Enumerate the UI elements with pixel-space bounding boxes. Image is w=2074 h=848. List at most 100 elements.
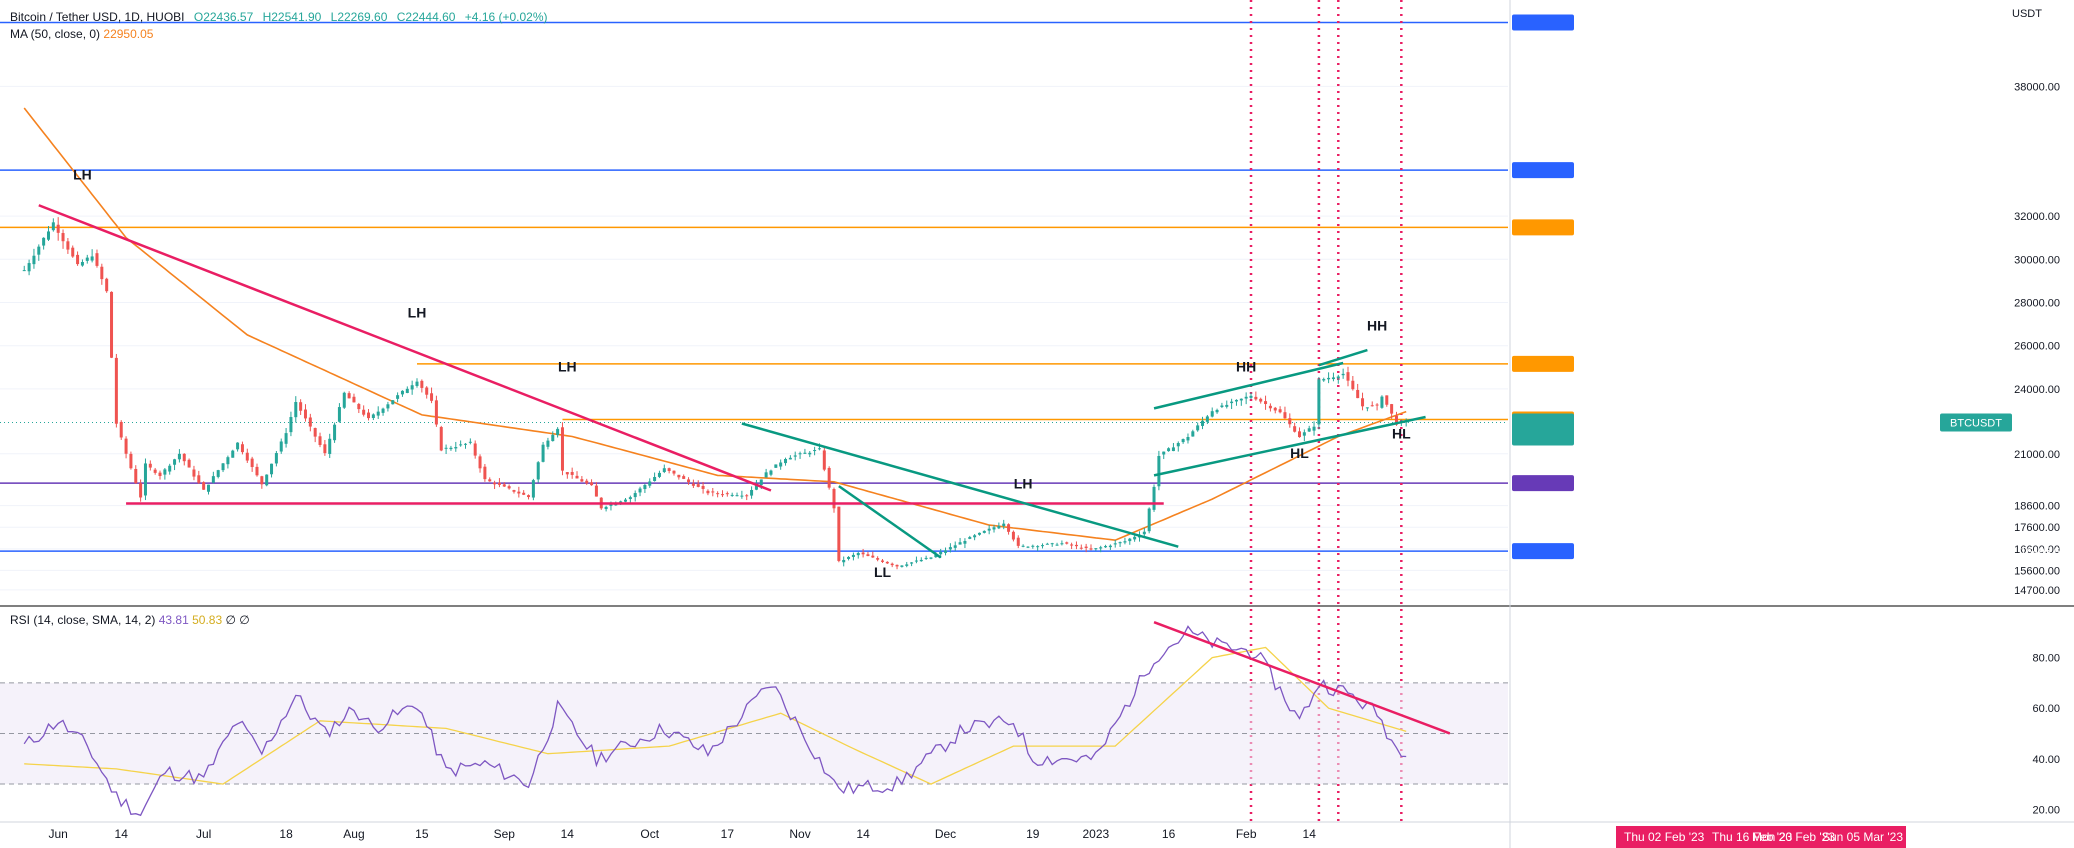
candle-body	[784, 458, 788, 464]
candle-body	[454, 447, 458, 449]
candle-body	[551, 434, 555, 442]
candle-body	[1099, 547, 1103, 549]
candle-body	[1113, 543, 1117, 545]
candle-body	[1084, 546, 1088, 548]
candle-body	[1147, 508, 1151, 532]
candle-body	[682, 476, 686, 479]
candle-body	[245, 452, 249, 461]
candle-body	[880, 560, 884, 562]
candle-body	[813, 450, 817, 452]
candle-body	[42, 237, 46, 246]
candle-body	[1331, 377, 1335, 380]
candle-body	[541, 444, 545, 462]
candle-body	[148, 463, 152, 468]
candle-body	[163, 469, 167, 475]
candle-body	[80, 262, 84, 266]
candle-body	[143, 463, 147, 496]
candle-body	[735, 495, 739, 497]
candle-body	[556, 428, 560, 436]
candle-body	[570, 472, 574, 475]
candle-body	[900, 565, 904, 567]
candle-body	[1152, 486, 1156, 510]
candle-body	[221, 463, 225, 471]
trendlines	[38, 204, 1426, 559]
pattern-label: LL	[874, 564, 892, 580]
candle-body	[318, 436, 322, 445]
candle-body	[1074, 544, 1078, 547]
candle-body	[953, 545, 957, 548]
candle-body	[827, 467, 831, 488]
candle-body	[609, 504, 613, 506]
candle-body	[1128, 538, 1132, 542]
candle-body	[206, 484, 211, 492]
candle-body	[37, 246, 41, 255]
candle-body	[90, 256, 94, 261]
price-tag-bg	[1512, 355, 1574, 372]
candle-body	[420, 380, 424, 388]
candle-body	[478, 456, 482, 469]
candle-body	[536, 462, 540, 480]
candle-body	[1356, 389, 1360, 399]
candle-body	[1007, 524, 1011, 532]
candle-body	[968, 537, 972, 539]
candle-body	[1254, 396, 1258, 400]
candle-body	[1327, 377, 1331, 380]
candle-body	[1021, 545, 1025, 547]
candle-body	[958, 542, 962, 545]
candle-body	[876, 558, 880, 560]
candle-body	[1370, 405, 1374, 407]
ma-label: MA (50, close, 0)	[10, 27, 101, 41]
candle-body	[594, 485, 598, 497]
candle-body	[473, 443, 477, 456]
price-tick-label: 14700.00	[2014, 585, 2060, 597]
candle-body	[1302, 432, 1306, 436]
rsi-label: RSI (14, close, SMA, 14, 2)	[10, 613, 156, 627]
candle-body	[1351, 380, 1355, 390]
candle-body	[837, 506, 841, 561]
time-tick-label: Feb	[1236, 827, 1257, 841]
candle-body	[386, 404, 390, 409]
candle-body	[231, 450, 235, 458]
candle-body	[1394, 415, 1398, 425]
candle-body	[716, 493, 720, 495]
candle-body	[798, 453, 802, 455]
rsi-tick-label: 20.00	[2032, 804, 2060, 816]
candle-body	[139, 483, 143, 498]
candle-body	[817, 448, 821, 450]
price-tick-label: 30000.00	[2014, 254, 2060, 266]
candle-body	[211, 476, 215, 483]
candles	[22, 217, 1408, 570]
candle-body	[963, 540, 967, 544]
candle-body	[1089, 548, 1093, 550]
ma-value: 22950.05	[103, 27, 154, 41]
candle-body	[1070, 544, 1074, 546]
ohlc-change: +4.16 (+0.02%)	[464, 10, 548, 24]
candle-body	[914, 560, 918, 562]
candle-body	[512, 490, 516, 492]
candle-body	[725, 493, 729, 495]
candle-body	[226, 457, 230, 465]
price-tag-label: 40959.50	[2020, 17, 2066, 29]
symbol-title[interactable]: Bitcoin / Tether USD, 1D, HUOBI	[10, 10, 185, 24]
date-tag-label: Mon 20 Feb '23	[1752, 830, 1835, 844]
candle-body	[1361, 398, 1365, 407]
pattern-label: HL	[1290, 445, 1309, 461]
ohlc-high: H22541.90	[262, 10, 322, 24]
candle-body	[337, 407, 341, 422]
candle-body	[1079, 547, 1083, 549]
candle-body	[910, 562, 914, 564]
ma-legend[interactable]: MA (50, close, 0) 22950.05	[10, 27, 153, 41]
price-tag-label: 34126.70	[2020, 165, 2066, 177]
candle-body	[1215, 409, 1219, 413]
candle-body	[158, 472, 162, 477]
candle-body	[250, 458, 254, 468]
rsi-band	[0, 682, 1508, 785]
candle-body	[177, 453, 181, 460]
candle-body	[425, 387, 429, 395]
time-tick-label: 19	[1026, 827, 1040, 841]
rsi-legend[interactable]: RSI (14, close, SMA, 14, 2) 43.81 50.83 …	[10, 613, 250, 627]
candle-body	[1317, 379, 1321, 425]
candle-body	[1288, 418, 1292, 425]
